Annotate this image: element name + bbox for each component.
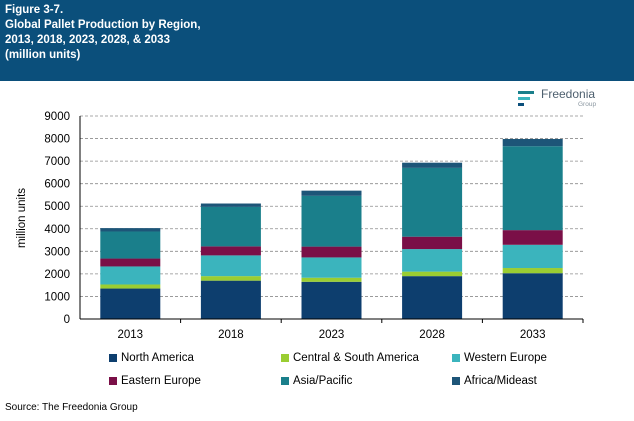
legend-label: Eastern Europe	[121, 375, 201, 387]
bar-segment-asia-pacific	[402, 167, 463, 237]
bar-segment-western-europe	[402, 249, 463, 272]
y-tick-label: 8000	[44, 134, 70, 146]
y-tick-label: 7000	[44, 156, 70, 168]
bars	[100, 139, 563, 319]
figure-units: (million units)	[5, 49, 81, 61]
legend-label: Western Europe	[464, 352, 547, 364]
bar-segment-central-south-america	[301, 277, 362, 282]
legend-swatch	[109, 354, 117, 362]
bar-segment-eastern-europe	[502, 230, 563, 245]
bar-segment-central-south-america	[100, 284, 161, 289]
figure-title-line-2: 2013, 2018, 2023, 2028, & 2033	[5, 34, 170, 46]
axes: 0 1000 2000 3000 4000 5000 6000 7000 8000 9000 201…	[44, 111, 584, 341]
bar-segment-africa-mideast	[200, 203, 261, 207]
bar-segment-central-south-america	[502, 268, 563, 274]
x-tick-label: 2033	[520, 329, 546, 341]
bar-segment-eastern-europe	[301, 246, 362, 258]
y-tick-label: 2000	[44, 269, 70, 281]
bar-segment-asia-pacific	[502, 146, 563, 231]
bar-segment-north-america	[502, 273, 563, 319]
bar-segment-eastern-europe	[200, 246, 261, 256]
logo-name: Freedonia	[541, 87, 596, 101]
bar-segment-africa-mideast	[301, 190, 362, 196]
x-tick-label: 2023	[319, 329, 345, 341]
bar-segment-africa-mideast	[502, 139, 563, 147]
bar-segment-central-south-america	[402, 271, 463, 277]
bar-segment-western-europe	[200, 255, 261, 277]
legend-swatch	[281, 354, 289, 362]
figure-header: Figure 3-7. Global Pallet Production by …	[0, 0, 634, 81]
bar-segment-asia-pacific	[301, 195, 362, 247]
bar-segment-north-america	[301, 281, 362, 319]
legend-swatch	[281, 377, 289, 385]
y-axis-label: million units	[16, 188, 28, 248]
bar-segment-africa-mideast	[402, 162, 463, 168]
source-note: Source: The Freedonia Group	[5, 402, 138, 413]
bar-segment-asia-pacific	[200, 206, 261, 247]
bar-segment-eastern-europe	[100, 258, 161, 267]
freedonia-logo: Freedonia Group	[516, 88, 606, 110]
legend-swatch	[452, 354, 460, 362]
legend-swatch	[109, 377, 117, 385]
figure-title-line-1: Global Pallet Production by Region,	[5, 19, 201, 31]
x-tick-label: 2028	[419, 329, 445, 341]
bar-segment-eastern-europe	[402, 236, 463, 250]
logo-group: Group	[578, 101, 597, 108]
figure-number: Figure 3-7.	[5, 4, 64, 16]
bar-segment-western-europe	[100, 266, 161, 285]
y-tick-label: 1000	[44, 291, 70, 303]
legend-label: Central & South America	[293, 352, 419, 364]
y-tick-label: 6000	[44, 179, 70, 191]
y-tick-label: 9000	[44, 111, 70, 123]
bar-segment-western-europe	[502, 244, 563, 269]
x-tick-label: 2018	[218, 329, 244, 341]
bar-segment-western-europe	[301, 257, 362, 278]
y-tick-label: 4000	[44, 224, 70, 236]
freedonia-logo-icon	[518, 91, 534, 106]
bar-segment-north-america	[100, 288, 161, 319]
x-tick-label: 2013	[118, 329, 144, 341]
y-tick-label: 5000	[44, 201, 70, 213]
y-tick-label: 0	[64, 314, 70, 326]
bar-segment-central-south-america	[200, 276, 261, 281]
legend-label: Asia/Pacific	[293, 375, 353, 387]
bar-segment-north-america	[402, 276, 463, 319]
y-tick-label: 3000	[44, 246, 70, 258]
bar-segment-north-america	[200, 280, 261, 319]
stacked-bar-chart: 0 1000 2000 3000 4000 5000 6000 7000 8000 9000 201…	[16, 111, 584, 341]
bar-segment-asia-pacific	[100, 231, 161, 259]
bar-segment-africa-mideast	[100, 228, 161, 232]
legend-label: North America	[121, 352, 194, 364]
legend-swatch	[452, 377, 460, 385]
legend-label: Africa/Mideast	[464, 375, 537, 387]
